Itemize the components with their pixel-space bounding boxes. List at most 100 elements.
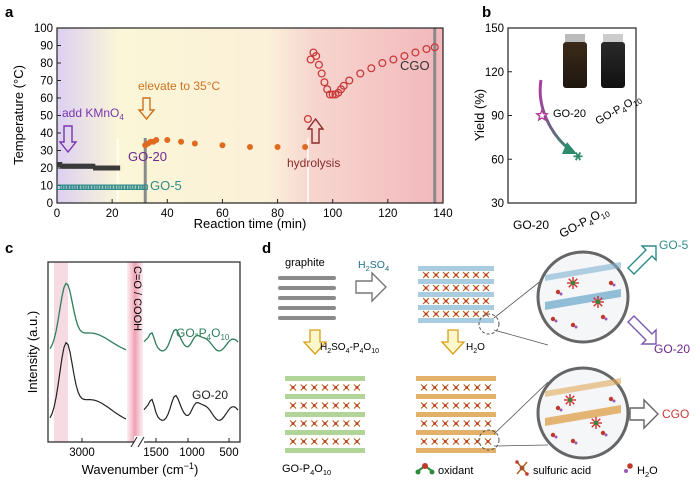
oxidant-center — [570, 280, 576, 286]
panel-label-b: b — [482, 4, 491, 21]
panel-c: c C=O / COOH GO-P4O10 GO-20 3000 1500 10… — [5, 240, 241, 477]
data-point-GO-5 — [117, 184, 124, 190]
sheet — [416, 430, 496, 435]
vial-gop4o10 — [601, 42, 625, 88]
panel-b-axes: 30 60 90 120 150 — [485, 23, 512, 210]
acid-atom — [465, 422, 469, 425]
sheet — [418, 279, 494, 284]
water-molecule — [608, 280, 614, 286]
spectrum-go20 — [49, 341, 239, 421]
data-point-CGO — [378, 58, 387, 68]
acid-atom — [443, 386, 447, 389]
water-molecule — [612, 283, 616, 287]
data-point-CGO — [314, 60, 323, 69]
data-point-GO-20 — [109, 165, 115, 171]
acid-atom — [454, 440, 458, 443]
vial-photo — [563, 34, 625, 88]
acid-atom — [464, 299, 468, 303]
legend-oxidant: oxidant — [415, 463, 473, 477]
data-point-GO-5 — [125, 184, 132, 190]
label-h2so4: H2SO4 — [358, 259, 389, 273]
label-gop4o10: GO-P4O10 — [282, 463, 331, 477]
sheet — [418, 305, 494, 310]
water-molecule — [612, 399, 616, 403]
data-point-CGO — [367, 64, 376, 73]
panel-label-d: d — [262, 240, 271, 257]
acid-atom — [422, 404, 426, 407]
acid-atom — [486, 386, 490, 389]
data-point-elevate — [247, 144, 253, 150]
b-category-gop4o10: GO-P4O10 — [557, 203, 612, 242]
b-y-tick-label: 60 — [491, 154, 504, 166]
data-point-GO-20 — [76, 163, 82, 169]
svg-text:sulfuric acid: sulfuric acid — [533, 465, 591, 477]
sheet — [416, 376, 496, 381]
data-point-CGO — [306, 55, 315, 64]
y-tick-label: 80 — [40, 58, 53, 70]
data-point-GO-20 — [60, 163, 66, 169]
acid-atom — [454, 286, 458, 290]
water-molecule — [608, 396, 614, 402]
water-molecule — [604, 433, 608, 437]
water-molecule — [574, 441, 578, 445]
data-point-GO-5 — [92, 184, 99, 190]
acid-atom — [323, 386, 327, 389]
x-axis-label: Reaction time (min) — [194, 216, 307, 231]
y-tick-label: 10 — [40, 181, 53, 193]
data-point-GO-5 — [106, 184, 113, 190]
graphite-sheet — [278, 296, 336, 300]
data-point-GO-20 — [84, 163, 90, 169]
acid-atom — [344, 386, 348, 389]
graphite-sheet — [278, 286, 336, 290]
x-tick-label: 120 — [378, 208, 397, 220]
acid-atom — [475, 422, 479, 425]
acid-atom — [312, 386, 316, 389]
acid-atom — [486, 422, 490, 425]
data-point-GO-5 — [112, 184, 118, 190]
data-point-GO-20 — [73, 163, 79, 169]
band-co-cooh — [127, 262, 143, 442]
magnified-sheet — [545, 262, 621, 281]
data-point-GO-20 — [101, 165, 107, 171]
elevate-arrow — [137, 97, 156, 121]
acid-atom — [474, 286, 478, 290]
series-label-gop4o10: GO-P4O10 — [176, 326, 230, 342]
oxidant-center — [567, 397, 573, 403]
water-molecule — [550, 432, 556, 438]
acid-atom — [475, 404, 479, 407]
acid-atom — [312, 422, 316, 425]
graphite-layers — [278, 276, 336, 320]
sheet — [418, 292, 494, 297]
data-point-GO-5 — [79, 184, 85, 190]
acid-atom — [484, 299, 488, 303]
annotation-elevate: elevate to 35°C — [138, 79, 221, 93]
acid-atom — [444, 299, 448, 303]
acid-atom — [424, 286, 428, 290]
acid-atom — [433, 386, 437, 389]
arrow-h2so4-p4o10 — [302, 329, 328, 355]
data-point-CGO — [339, 81, 348, 90]
arrow-go20 — [627, 315, 657, 345]
c-tick-3000: 3000 — [69, 447, 95, 459]
sheet — [416, 448, 496, 453]
b-y-axis-label: Yield (%) — [472, 89, 487, 141]
x-tick-label: 100 — [323, 208, 342, 220]
data-point-GO-5 — [68, 184, 74, 190]
acid-atom — [434, 299, 438, 303]
data-point-GO-5 — [76, 184, 82, 190]
panel-a-data — [57, 43, 439, 190]
data-point-CGO — [312, 51, 321, 61]
water-molecule — [550, 316, 556, 322]
b-y-tick-label: 90 — [491, 111, 504, 123]
c-tick-1500: 1500 — [143, 447, 169, 459]
x-tick-label: 40 — [161, 208, 174, 220]
stage-markers — [116, 28, 437, 203]
sheet — [285, 376, 365, 381]
sheet — [285, 430, 365, 435]
data-point-elevate — [178, 138, 185, 145]
outcome-go20: GO-20 — [654, 342, 690, 356]
y-tick-label: 0 — [47, 198, 53, 210]
c-x-axis-label: Wavenumber (cm−1) — [82, 461, 199, 477]
panel-d: d graphite H2SO4 H2SO4-P4O10 H2O GO-P4O1… — [262, 238, 690, 479]
